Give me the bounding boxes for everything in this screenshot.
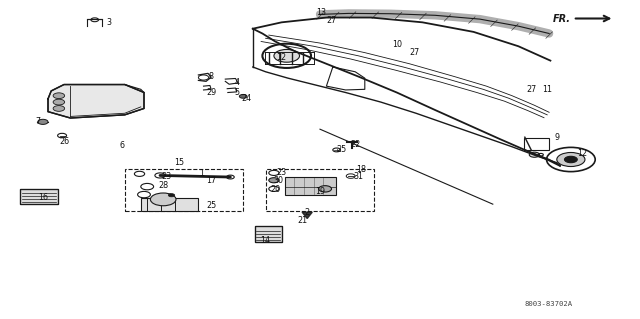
- Bar: [20, 189, 58, 204]
- Circle shape: [38, 119, 48, 124]
- Circle shape: [53, 106, 65, 111]
- Circle shape: [150, 193, 176, 206]
- Bar: [20, 189, 58, 204]
- Text: 29: 29: [206, 88, 216, 97]
- Text: 12: 12: [577, 149, 588, 158]
- Text: 2: 2: [305, 208, 310, 217]
- Bar: [255, 226, 282, 242]
- Bar: [266, 169, 374, 211]
- Circle shape: [269, 178, 279, 183]
- Circle shape: [564, 156, 577, 163]
- Text: 12: 12: [276, 53, 287, 62]
- Text: 6: 6: [119, 141, 124, 150]
- Bar: [255, 226, 282, 242]
- Text: 11: 11: [542, 85, 552, 94]
- Circle shape: [557, 152, 585, 167]
- Text: 8003-83702A: 8003-83702A: [525, 301, 573, 307]
- Text: 5: 5: [234, 88, 239, 97]
- Text: 27: 27: [410, 48, 420, 57]
- Circle shape: [274, 49, 300, 62]
- Polygon shape: [48, 85, 144, 118]
- Text: 22: 22: [350, 140, 360, 149]
- Polygon shape: [302, 212, 312, 219]
- Text: 18: 18: [356, 165, 367, 174]
- Text: 21: 21: [297, 216, 307, 225]
- Text: 23: 23: [276, 168, 287, 177]
- Text: 13: 13: [316, 8, 326, 17]
- Text: 19: 19: [315, 187, 325, 196]
- Text: 1: 1: [199, 169, 204, 178]
- Text: 10: 10: [392, 40, 402, 49]
- Circle shape: [53, 93, 65, 99]
- Circle shape: [239, 94, 247, 98]
- Text: 27: 27: [526, 85, 536, 94]
- Bar: [141, 198, 198, 211]
- Text: 15: 15: [174, 158, 184, 167]
- Text: 17: 17: [206, 176, 216, 185]
- Text: 8: 8: [209, 72, 214, 81]
- Circle shape: [53, 99, 65, 105]
- Text: 3: 3: [106, 18, 111, 27]
- Text: 31: 31: [353, 172, 364, 181]
- Text: 25: 25: [336, 145, 346, 154]
- Text: 9: 9: [554, 133, 559, 142]
- Circle shape: [168, 194, 175, 197]
- Text: 23: 23: [161, 172, 172, 181]
- Bar: [285, 177, 336, 195]
- Text: 24: 24: [241, 94, 252, 103]
- Circle shape: [529, 152, 540, 157]
- Text: 16: 16: [38, 193, 49, 202]
- Text: 28: 28: [158, 181, 168, 190]
- Bar: [524, 138, 549, 150]
- Text: FR.: FR.: [553, 13, 571, 24]
- Text: 30: 30: [273, 176, 284, 185]
- Text: 7: 7: [36, 117, 41, 126]
- Text: 14: 14: [260, 236, 271, 245]
- Text: 25: 25: [206, 201, 216, 210]
- Bar: [125, 169, 243, 211]
- Circle shape: [319, 186, 332, 192]
- Text: 20: 20: [270, 185, 280, 194]
- Text: 26: 26: [59, 137, 69, 146]
- Text: 4: 4: [234, 78, 239, 87]
- Text: 27: 27: [326, 16, 337, 25]
